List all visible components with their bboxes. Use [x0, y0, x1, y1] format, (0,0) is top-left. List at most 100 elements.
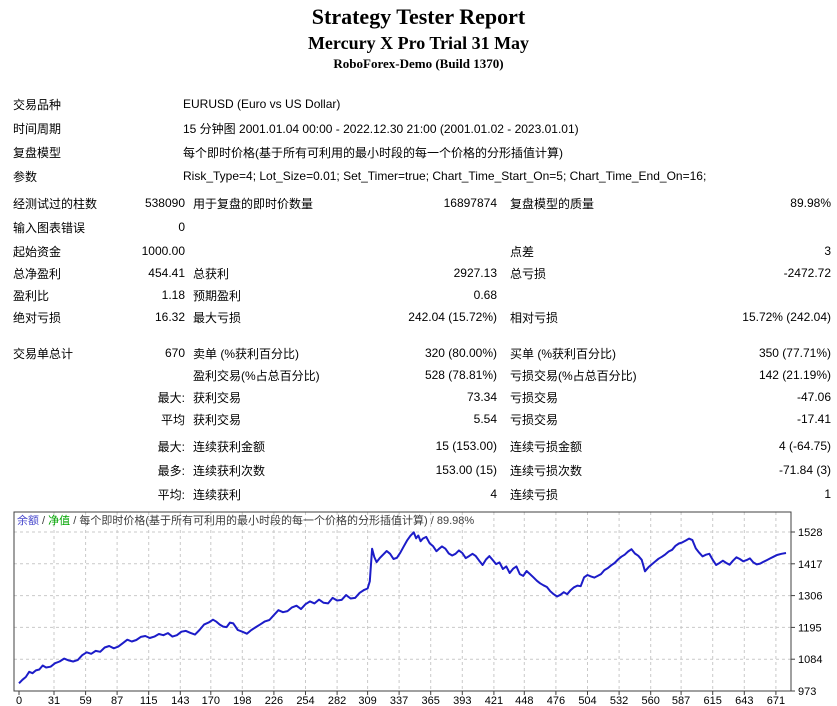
net-profit-label: 总净盈利	[13, 266, 62, 281]
total-trades-value: 670	[164, 346, 185, 360]
modelling-quality-label: 复盘模型的质量	[510, 196, 595, 211]
period-row: 时间周期 15 分钟图 2001.01.04 00:00 - 2022.12.3…	[0, 116, 837, 140]
y-tick-label: 1306	[798, 591, 822, 603]
max-count-profit-label: 连续获利次数	[193, 463, 266, 478]
money-section: 起始资金 1000.00 点差 3 总净盈利 454.41 总获利 2927.1…	[0, 240, 837, 328]
average-loss-label: 亏损交易	[510, 412, 559, 427]
avg-consecutive-loss-label: 连续亏损	[510, 487, 559, 502]
max-count-loss-value: -71.84 (3)	[778, 463, 831, 477]
errors-label: 输入图表错误	[13, 220, 86, 235]
streaks-section: 最大: 连续获利金额 15 (153.00) 连续亏损金额 4 (-64.75)…	[0, 434, 837, 506]
quality-section: 经测试过的柱数 538090 用于复盘的即时价数量 16897874 复盘模型的…	[0, 191, 837, 239]
x-tick-label: 532	[610, 695, 628, 706]
errors-value: 0	[178, 220, 185, 234]
max-consecutive-profit-value: 15 (153.00)	[435, 439, 497, 453]
relative-dd-label: 相对亏损	[510, 310, 559, 325]
largest-profit-value: 73.34	[466, 390, 497, 404]
x-tick-label: 448	[515, 695, 533, 706]
x-tick-label: 421	[485, 695, 503, 706]
max-consecutive-prefix: 最大:	[157, 439, 185, 454]
x-tick-label: 615	[704, 695, 722, 706]
y-tick-label: 1417	[798, 559, 822, 571]
x-tick-label: 337	[390, 695, 408, 706]
max-consecutive-loss-label: 连续亏损金额	[510, 439, 583, 454]
deposit-value: 1000.00	[141, 244, 185, 258]
ticks-label: 用于复盘的即时价数量	[193, 196, 314, 211]
symbol-label: 交易品种	[13, 97, 62, 112]
y-tick-label: 1528	[798, 527, 822, 539]
avg-consecutive-prefix: 平均:	[157, 487, 185, 502]
params-value: Risk_Type=4; Lot_Size=0.01; Set_Timer=tr…	[183, 169, 707, 183]
max-count-loss-label: 连续亏损次数	[510, 463, 583, 478]
maximal-dd-label: 最大亏损	[193, 310, 242, 325]
profit-factor-value: 1.18	[161, 288, 185, 302]
avg-consecutive-row: 平均: 连续获利 4 连续亏损 1	[0, 482, 837, 506]
ticks-value: 16897874	[443, 196, 497, 210]
balance-line	[18, 531, 787, 684]
absolute-dd-label: 绝对亏损	[13, 310, 62, 325]
avg-consecutive-loss-value: 1	[824, 487, 831, 501]
average-loss-value: -17.41	[796, 412, 831, 426]
average-profit-value: 5.54	[473, 412, 497, 426]
spread-value: 3	[824, 244, 831, 258]
short-positions-value: 320 (80.00%)	[424, 346, 497, 360]
drawdown-row: 绝对亏损 16.32 最大亏损 242.04 (15.72%) 相对亏损 15.…	[0, 306, 837, 328]
x-tick-label: 393	[453, 695, 471, 706]
expected-payoff-value: 0.68	[473, 288, 497, 302]
x-tick-label: 671	[767, 695, 785, 706]
equity-curve-svg: 0 31 59 87 115 143 170 198 226 254 282 309 337 365 393…	[13, 511, 822, 706]
max-count-profit-value: 153.00 (15)	[435, 463, 497, 477]
params-row: 参数 Risk_Type=4; Lot_Size=0.01; Set_Timer…	[0, 164, 837, 188]
x-tick-label: 254	[296, 695, 314, 706]
bars-row: 经测试过的柱数 538090 用于复盘的即时价数量 16897874 复盘模型的…	[0, 191, 837, 215]
gross-loss-value: -2472.72	[783, 266, 831, 280]
y-tick-label: 973	[798, 686, 816, 698]
net-profit-value: 454.41	[148, 266, 185, 280]
absolute-dd-value: 16.32	[154, 310, 185, 324]
symbol-row: 交易品种 EURUSD (Euro vs US Dollar)	[0, 92, 837, 116]
long-positions-label: 买单 (%获利百分比)	[510, 346, 616, 361]
x-tick-label: 504	[578, 695, 596, 706]
relative-dd-value: 15.72% (242.04)	[742, 310, 831, 324]
max-consecutive-profit-label: 连续获利金额	[193, 439, 266, 454]
gross-profit-value: 2927.13	[453, 266, 497, 280]
spread-label: 点差	[510, 244, 535, 259]
x-tick-label: 170	[202, 695, 220, 706]
x-tick-label: 198	[233, 695, 251, 706]
params-label: 参数	[13, 169, 38, 184]
x-tick-label: 31	[48, 695, 60, 706]
legend-balance-label: 余额	[17, 515, 39, 527]
deposit-row: 起始资金 1000.00 点差 3	[0, 240, 837, 262]
gross-profit-label: 总获利	[193, 266, 230, 281]
bars-value: 538090	[144, 196, 185, 210]
x-tick-label: 476	[547, 695, 565, 706]
legend-separator: /	[39, 515, 49, 527]
report-subtitle: Mercury X Pro Trial 31 May	[307, 33, 530, 53]
model-label: 复盘模型	[13, 145, 62, 160]
profit-factor-label: 盈利比	[13, 288, 50, 303]
plot-border	[13, 511, 792, 692]
trades-section: 交易单总计 670 卖单 (%获利百分比) 320 (80.00%) 买单 (%…	[0, 342, 837, 430]
y-tick-label: 1084	[798, 654, 822, 666]
x-tick-label: 226	[265, 695, 283, 706]
legend-equity-label: 净值	[48, 515, 71, 527]
legend-separator: /	[70, 515, 80, 527]
period-value: 15 分钟图 2001.01.04 00:00 - 2022.12.30 21:…	[183, 121, 579, 136]
x-tick-label: 643	[735, 695, 753, 706]
x-tick-label: 143	[171, 695, 189, 706]
x-tick-label: 309	[358, 695, 376, 706]
largest-prefix: 最大:	[157, 390, 185, 405]
balance-chart: 余额 / 净值 / 每个即时价格(基于所有可利用的最小时段的每一个价格的分形插值…	[0, 507, 837, 706]
short-positions-label: 卖单 (%获利百分比)	[193, 346, 299, 361]
symbol-value: EURUSD (Euro vs US Dollar)	[183, 97, 341, 111]
x-tick-label: 282	[328, 695, 346, 706]
gross-loss-label: 总亏损	[510, 266, 547, 281]
bars-label: 经测试过的柱数	[13, 196, 98, 211]
deposit-label: 起始资金	[13, 244, 62, 259]
total-trades-label: 交易单总计	[13, 346, 74, 361]
profit-trades-label: 盈利交易(%占总百分比)	[193, 368, 320, 383]
long-positions-value: 350 (77.71%)	[758, 346, 831, 360]
average-row: 平均 获利交易 5.54 亏损交易 -17.41	[0, 408, 837, 430]
x-tick-label: 59	[79, 695, 91, 706]
max-count-prefix: 最多:	[157, 463, 185, 478]
